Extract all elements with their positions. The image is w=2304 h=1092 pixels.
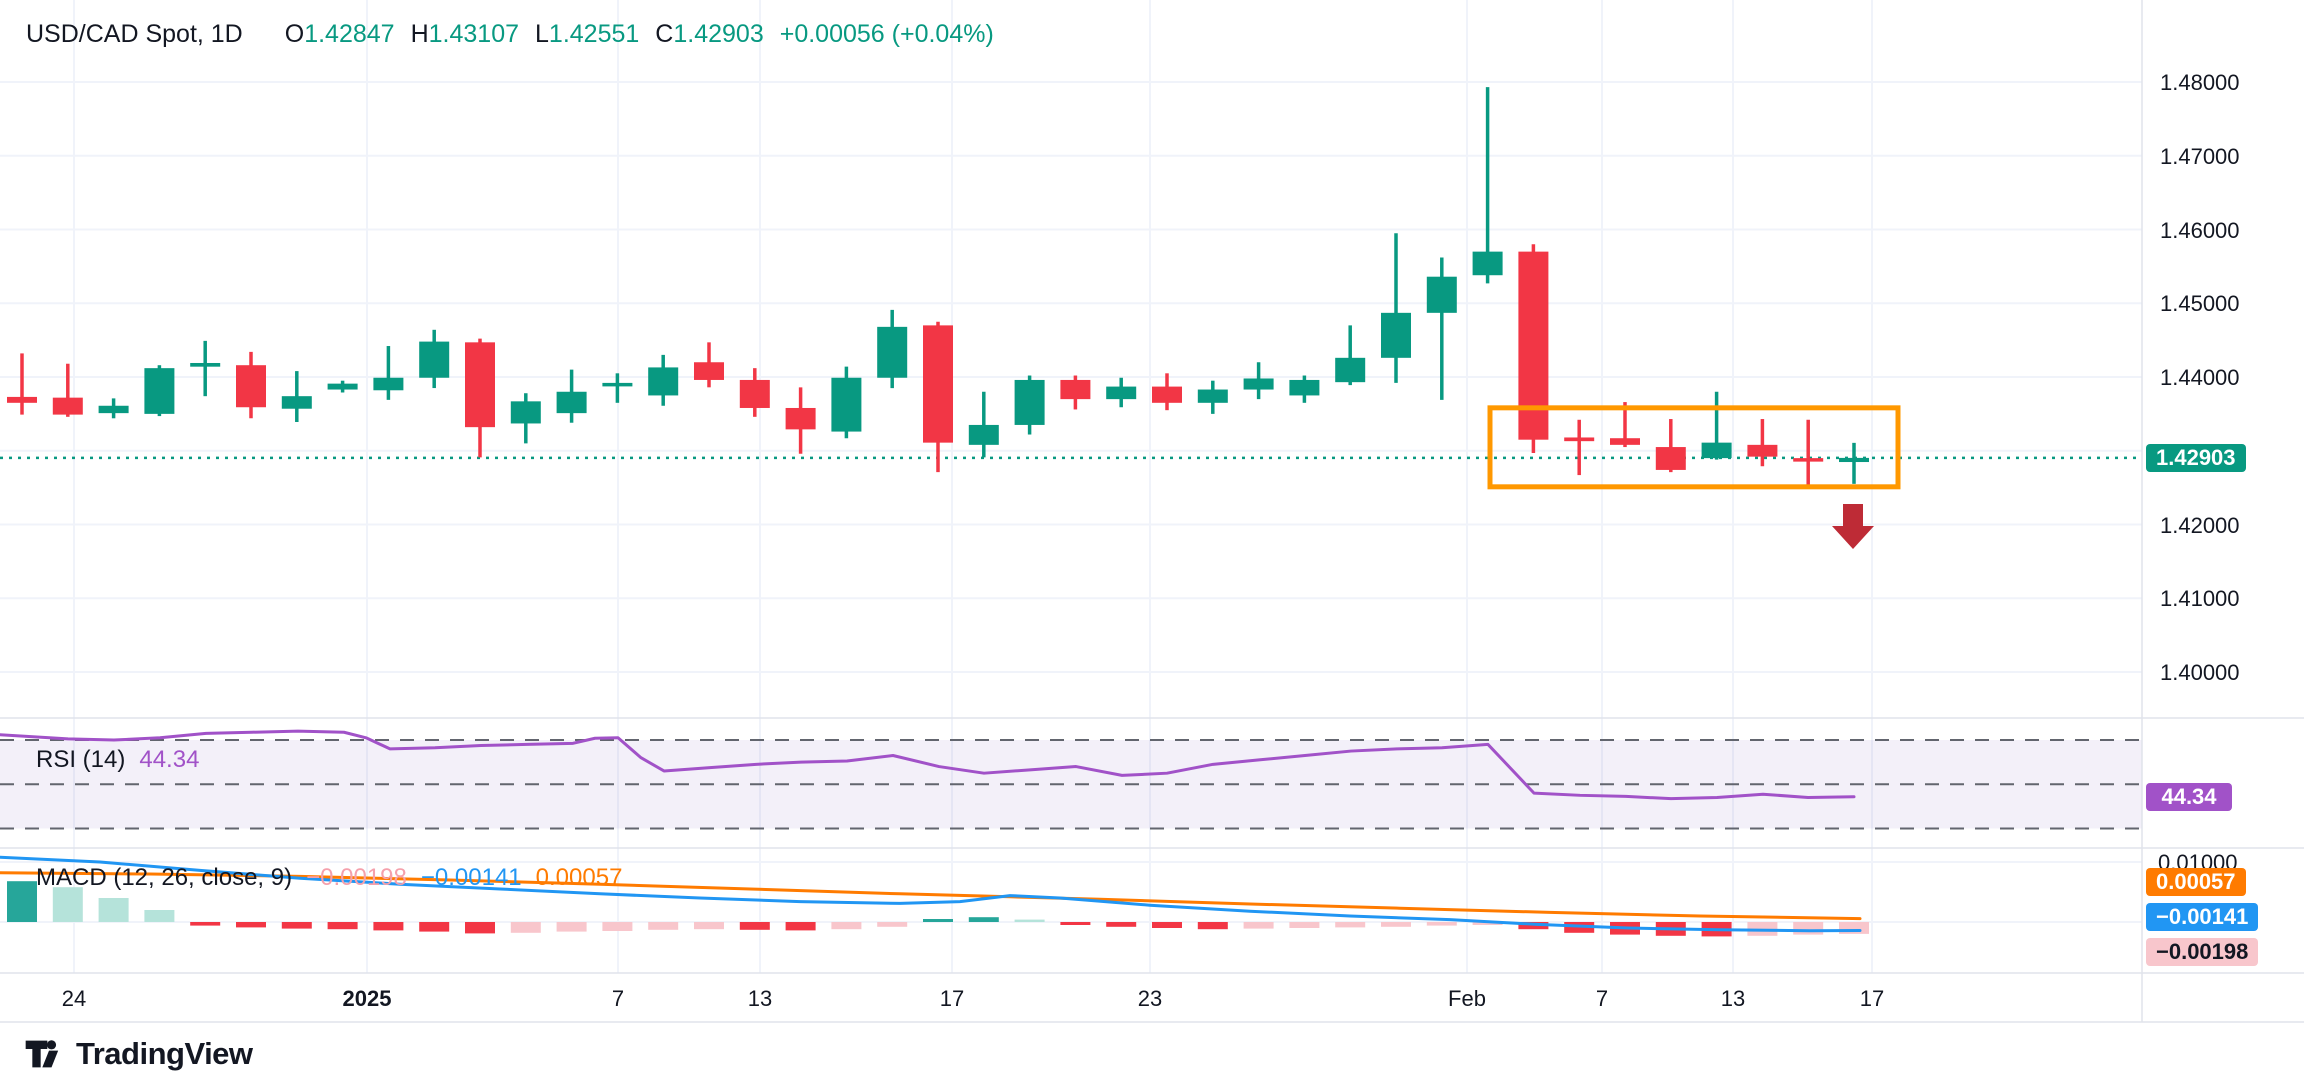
macd-signal-value: 0.00057: [535, 864, 623, 891]
open-value: 1.42847: [304, 20, 395, 48]
macd-status-row: MACD (12, 26, close, 9) −0.00198 −0.00141 0…: [36, 864, 622, 892]
symbol-header: USD/CAD Spot, 1D O1.42847 H1.43107 L1.42551…: [26, 20, 994, 49]
price-axis-label: 1.45000: [2160, 291, 2240, 317]
macd-hist-badge: −0.00198: [2146, 938, 2259, 966]
price-axis-label: 1.41000: [2160, 586, 2240, 612]
time-axis-label: 17: [1859, 986, 1885, 1011]
time-axis-label: 24: [61, 986, 87, 1011]
tradingview-icon: [25, 1040, 59, 1068]
price-axis-label: 1.40000: [2160, 660, 2240, 685]
time-axis-label: 2025: [342, 986, 392, 1011]
change-value: +0.00056 (+0.04%): [779, 20, 994, 48]
tradingview-logo[interactable]: TradingView: [24, 1034, 253, 1074]
time-axis-label: 7: [1595, 986, 1609, 1011]
price-axis-label: 1.47000: [2160, 143, 2240, 169]
macd-signal-badge: 0.00057: [2146, 868, 2246, 896]
time-axis-label: 13: [747, 986, 773, 1011]
macd-macd-value: −0.00141: [420, 864, 522, 891]
price-axis-label: 1.48000: [2160, 70, 2240, 95]
close-label: C: [655, 20, 674, 48]
symbol-title[interactable]: USD/CAD Spot, 1D: [26, 20, 243, 48]
high-label: H: [410, 20, 429, 48]
time-axis-label: 7: [611, 986, 625, 1011]
macd-hist-value: −0.00198: [306, 864, 407, 891]
close-value: 1.42903: [673, 20, 764, 48]
price-axis-label: 1.42000: [2160, 512, 2240, 538]
rsi-value-badge: 44.34: [2146, 783, 2232, 811]
low-value: 1.42551: [548, 20, 640, 48]
time-axis-label: 23: [1137, 986, 1163, 1011]
rsi-label[interactable]: RSI (14): [36, 746, 126, 773]
price-axis-label: 1.46000: [2160, 217, 2240, 243]
rsi-status-row: RSI (14) 44.34: [36, 746, 199, 774]
price-axis-label: 1.44000: [2160, 365, 2240, 390]
tradingview-text: TradingView: [76, 1036, 253, 1071]
macd-label[interactable]: MACD (12, 26, close, 9): [36, 864, 293, 891]
time-axis-label: 17: [939, 986, 965, 1011]
rsi-value: 44.34: [139, 746, 200, 773]
time-axis-label: 13: [1720, 986, 1746, 1011]
high-value: 1.43107: [428, 20, 520, 48]
last-price-badge: 1.42903: [2146, 444, 2246, 472]
low-label: L: [535, 20, 549, 48]
open-label: O: [284, 20, 305, 48]
macd-line-badge: −0.00141: [2146, 903, 2259, 931]
time-axis-label: Feb: [1448, 986, 1486, 1011]
